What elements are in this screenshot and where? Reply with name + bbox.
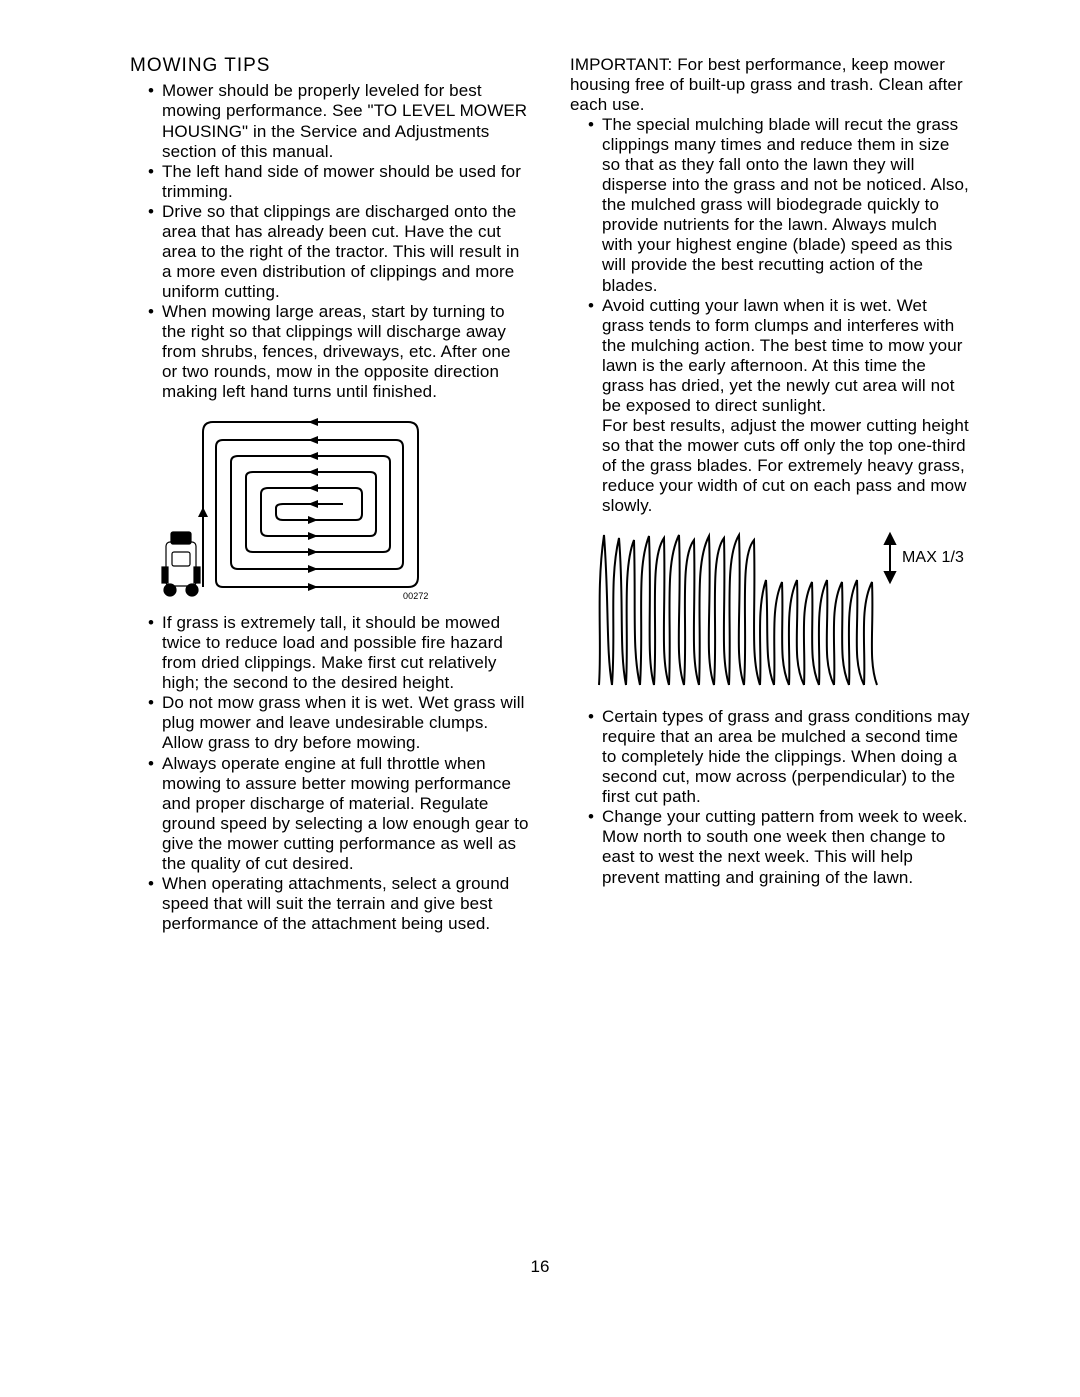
important-note: IMPORTANT: For best performance, keep mo… bbox=[570, 55, 970, 115]
tip-item: Change your cutting pattern from week to… bbox=[588, 807, 970, 887]
tip-item: Drive so that clippings are discharged o… bbox=[148, 202, 530, 302]
right-column: IMPORTANT: For best performance, keep mo… bbox=[570, 55, 970, 934]
tips-list-1b: If grass is extremely tall, it should be… bbox=[130, 613, 530, 934]
tip-item: Avoid cutting your lawn when it is wet. … bbox=[588, 296, 970, 517]
grass-height-diagram: MAX 1/3 bbox=[594, 530, 970, 695]
tips-list-2b: Certain types of grass and grass conditi… bbox=[570, 707, 970, 887]
manual-page: MOWING TIPS Mower should be properly lev… bbox=[0, 0, 1080, 1397]
tip-item: When operating attachments, select a gro… bbox=[148, 874, 530, 934]
section-heading: MOWING TIPS bbox=[130, 55, 530, 77]
tip-item: Always operate engine at full throttle w… bbox=[148, 754, 530, 874]
page-number: 16 bbox=[0, 1257, 1080, 1277]
left-column: MOWING TIPS Mower should be properly lev… bbox=[130, 55, 530, 934]
tip-item: When mowing large areas, start by turnin… bbox=[148, 302, 530, 402]
tip-item: The left hand side of mower should be us… bbox=[148, 162, 530, 202]
tip-item: If grass is extremely tall, it should be… bbox=[148, 613, 530, 693]
tips-list-1a: Mower should be properly leveled for bes… bbox=[130, 81, 530, 402]
column-layout: MOWING TIPS Mower should be properly lev… bbox=[130, 55, 980, 934]
tip-item: Mower should be properly leveled for bes… bbox=[148, 81, 530, 161]
max-label: MAX 1/3 bbox=[902, 549, 964, 566]
tip-item: Certain types of grass and grass conditi… bbox=[588, 707, 970, 807]
tips-list-2a: The special mulching blade will recut th… bbox=[570, 115, 970, 516]
diagram-id-label: 00272 bbox=[403, 591, 428, 601]
tip-item: Do not mow grass when it is wet. Wet gra… bbox=[148, 693, 530, 753]
mowing-pattern-diagram: 00272 bbox=[148, 412, 530, 607]
tip-item: The special mulching blade will recut th… bbox=[588, 115, 970, 295]
